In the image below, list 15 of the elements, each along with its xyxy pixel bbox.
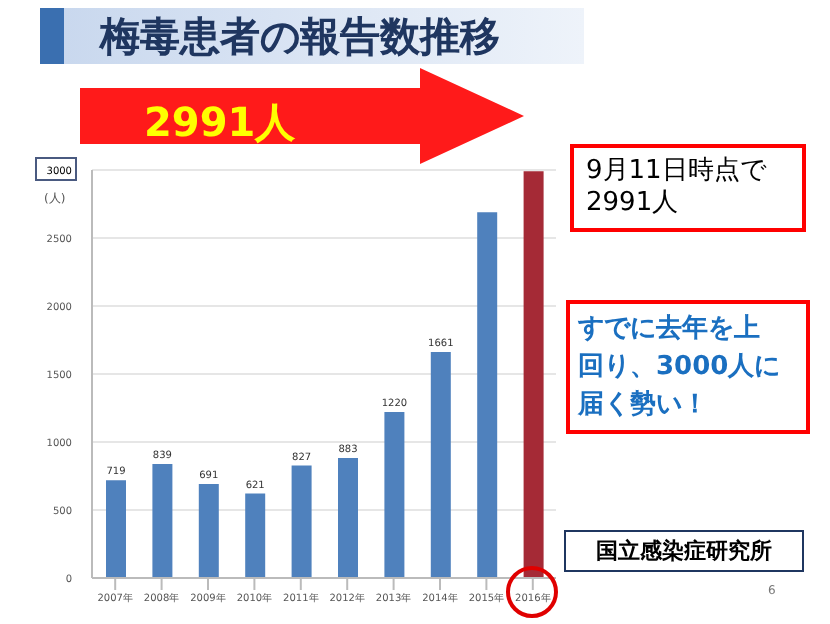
bar [338, 457, 358, 578]
text: 2991人 [144, 96, 296, 150]
bar [477, 212, 498, 578]
bar [198, 484, 219, 578]
bar [384, 412, 405, 578]
bar [106, 480, 126, 578]
text: すでに去年を上回り、3000人に届く勢い！ [566, 300, 810, 434]
chart-title: 梅毒患者の報告数推移 [100, 10, 500, 64]
bar [430, 352, 451, 578]
text: 9月11日時点で2991人 [570, 144, 806, 232]
text: 国立感染症研究所 [564, 530, 804, 572]
bar [291, 465, 312, 578]
bar [523, 171, 544, 578]
bar [245, 493, 266, 578]
bar [152, 463, 173, 578]
